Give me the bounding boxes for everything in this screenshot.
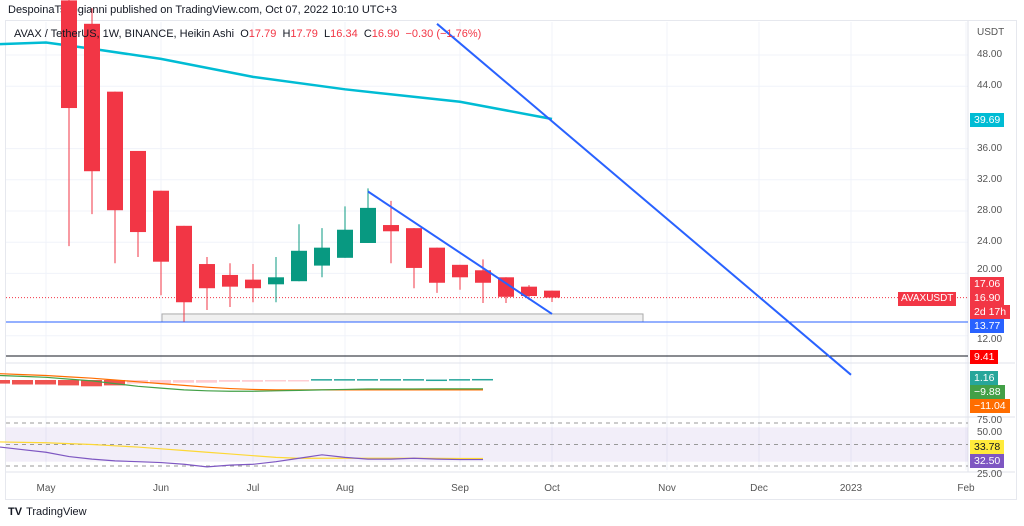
trendline	[367, 190, 553, 315]
chart-frame	[5, 20, 1017, 500]
symbol-legend: AVAX / TetherUS, 1W, BINANCE, Heikin Ash…	[14, 28, 482, 40]
price-tick-label: 24.00	[977, 236, 1003, 248]
price-tick-label: 20.00	[977, 264, 1003, 275]
moving-average-line	[0, 41, 553, 121]
price-tick-label: 44.00	[977, 80, 1003, 92]
time-tick-label: Oct	[544, 483, 560, 494]
macd-signal-line	[0, 373, 484, 391]
macd-histogram-bar	[472, 378, 493, 381]
symbol-tag: AVAXUSDT	[898, 292, 957, 306]
candle-body	[130, 150, 146, 233]
macd-histogram-bar	[219, 380, 240, 382]
candle-body	[245, 279, 261, 289]
macd-histogram-bar	[288, 380, 309, 382]
macd-histogram-bar	[242, 380, 263, 382]
rsi-tick-label: 25.00	[977, 469, 1003, 480]
time-tick-label: May	[36, 483, 56, 494]
tv-logo-icon: TV	[8, 506, 23, 518]
high-value: 17.79	[290, 28, 318, 40]
trendline	[436, 23, 852, 376]
low-value: 16.34	[330, 28, 358, 40]
candle-body	[291, 250, 307, 282]
candle-body	[452, 264, 468, 278]
time-tick-label: Dec	[750, 483, 768, 494]
macd-histogram-bar	[403, 379, 424, 381]
time-tick-label: Sep	[451, 483, 469, 494]
time-tick-label: Jul	[246, 483, 260, 494]
rsi-tick-label: 75.00	[977, 415, 1003, 426]
macd-histogram-bar	[35, 380, 56, 385]
rsi-line	[0, 446, 483, 468]
price-tick-label: 12.00	[977, 334, 1003, 345]
candle-body	[475, 270, 491, 283]
price-axis-label: 2d 17h	[970, 305, 1011, 319]
candle-body	[544, 290, 560, 298]
macd-histogram-bar	[265, 380, 286, 382]
macd-histogram-bar	[150, 380, 171, 384]
time-tick-label: Nov	[658, 483, 676, 494]
candle-body	[199, 264, 215, 289]
macd-histogram-bar	[81, 380, 102, 387]
macd-histogram-bar	[104, 380, 125, 386]
candle-body	[498, 277, 514, 297]
candle-body	[360, 207, 376, 243]
candle-body	[84, 23, 100, 172]
candle-body	[429, 247, 445, 283]
macd-line	[0, 374, 484, 392]
price-axis-label: 16.90	[970, 291, 1005, 305]
price-axis-label: 9.41	[970, 350, 999, 364]
time-tick-label: Aug	[336, 483, 354, 494]
macd-histogram-bar	[357, 379, 378, 381]
candle-body	[222, 274, 238, 287]
macd-histogram-bar	[311, 379, 332, 381]
macd-histogram-bar	[58, 380, 79, 386]
candle-body	[176, 225, 192, 303]
support-zone-rect	[161, 313, 644, 323]
candle-body	[153, 190, 169, 262]
time-tick-label: Feb	[957, 483, 975, 494]
symbol-title: AVAX / TetherUS, 1W, BINANCE, Heikin Ash…	[14, 28, 235, 40]
price-axis-label: 32.50	[970, 454, 1005, 468]
publisher-line: DespoinaTsirogianni published on Trading…	[8, 4, 398, 16]
candle-body	[521, 286, 537, 297]
time-tick-label: Jun	[152, 483, 170, 494]
candle-body	[314, 247, 330, 266]
macd-histogram-bar	[426, 379, 447, 382]
candle-body	[107, 91, 123, 211]
macd-histogram-bar	[0, 380, 10, 384]
price-axis-label: 13.77	[970, 319, 1005, 333]
rsi-tick-label: 50.00	[977, 427, 1003, 438]
candle-body	[61, 0, 77, 109]
macd-histogram-bar	[12, 380, 33, 385]
candle-body	[406, 228, 422, 268]
price-axis-label: −9.88	[970, 385, 1005, 399]
price-axis-label: 33.78	[970, 440, 1005, 454]
price-tick-label: 28.00	[977, 205, 1003, 216]
macd-histogram-bar	[334, 379, 355, 381]
change-value: −0.30 (−1.76%)	[405, 28, 482, 40]
price-axis-label: 17.06	[970, 277, 1005, 291]
candle-body	[268, 277, 284, 285]
open-value: 17.79	[248, 28, 277, 40]
macd-histogram-bar	[196, 380, 217, 383]
price-tick-label: 32.00	[977, 173, 1003, 185]
candle-body	[337, 229, 353, 258]
price-axis-label: −11.04	[970, 399, 1010, 413]
price-axis-label: 39.69	[970, 113, 1005, 127]
time-tick-label: 2023	[839, 483, 863, 494]
macd-histogram-bar	[173, 380, 194, 383]
price-tick-label: 36.00	[977, 142, 1003, 154]
close-value: 16.90	[371, 28, 400, 40]
candle-body	[383, 225, 399, 232]
tradingview-logo[interactable]: TV TradingView	[8, 506, 87, 518]
macd-histogram-bar	[449, 379, 470, 381]
price-tick-label: 48.00	[977, 49, 1003, 60]
currency-label: USDT	[977, 27, 1005, 38]
macd-histogram-bar	[380, 379, 401, 381]
price-axis-label: 1.16	[970, 371, 999, 385]
